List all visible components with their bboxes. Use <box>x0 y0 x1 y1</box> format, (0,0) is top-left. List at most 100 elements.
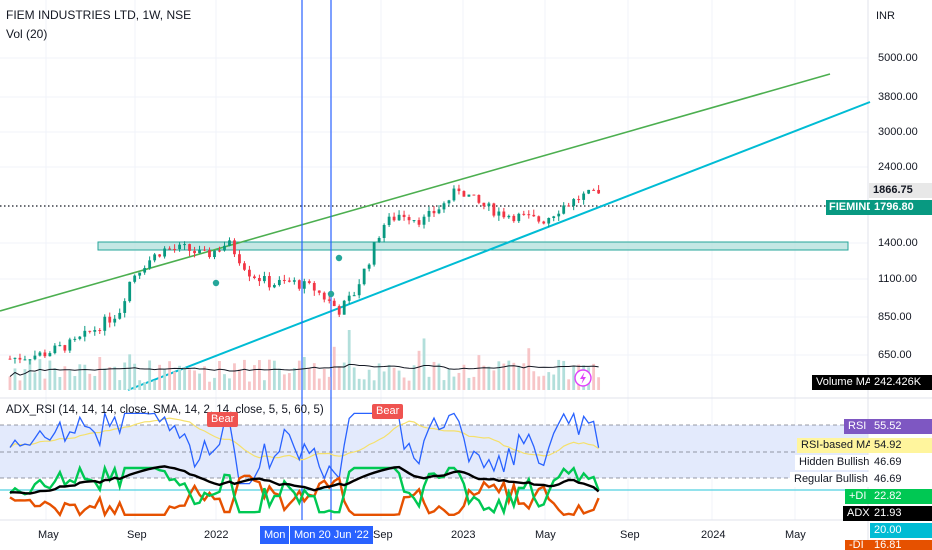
volume-bar <box>547 372 551 390</box>
signal-dot <box>212 279 220 287</box>
hidden-bullish-label: Hidden Bullish <box>795 455 870 470</box>
candle <box>582 191 586 205</box>
candle <box>123 298 127 318</box>
volume-bar <box>267 359 271 390</box>
volume-bar <box>462 364 466 390</box>
volume-bar <box>138 380 142 390</box>
candle <box>267 272 271 291</box>
volume-bar <box>422 338 426 390</box>
volume-bar <box>402 377 406 390</box>
candle <box>113 314 117 327</box>
candle <box>262 271 266 284</box>
price-tick: 1100.00 <box>878 273 917 285</box>
candle <box>442 201 446 213</box>
upper-trendline[interactable] <box>0 73 831 312</box>
level-20-value: 20.00 <box>870 523 932 538</box>
plus-di-value: 22.82 <box>870 489 932 504</box>
volume-bar <box>238 369 241 390</box>
candle <box>93 326 97 336</box>
volume-indicator-label[interactable]: Vol (20) <box>6 27 48 41</box>
volume-bar <box>143 382 147 390</box>
lower-trendline[interactable] <box>127 101 871 391</box>
regular-bullish-label: Regular Bullish <box>790 472 870 487</box>
symbol-name-tag[interactable]: FIEMIND <box>826 200 874 215</box>
candle <box>128 281 132 303</box>
volume-bar <box>88 373 92 390</box>
volume-bar <box>497 361 501 390</box>
volume-bar <box>228 378 231 390</box>
candle <box>58 341 62 347</box>
candle <box>138 272 142 280</box>
volume-bar <box>437 363 441 390</box>
candle <box>193 246 196 258</box>
volume-bar <box>248 381 251 390</box>
volume-bar <box>527 348 531 390</box>
volume-bar <box>262 380 266 390</box>
volume-bar <box>28 359 32 390</box>
candle <box>432 206 436 218</box>
volume-bar <box>93 375 97 390</box>
candle <box>512 214 516 223</box>
candle <box>332 298 336 307</box>
support-zone[interactable] <box>97 241 849 251</box>
lightning-icon[interactable] <box>574 369 592 387</box>
candle <box>587 189 591 195</box>
adx-value: 21.93 <box>870 506 932 521</box>
volume-ma-value: 242.426K <box>870 375 932 390</box>
candles <box>8 184 601 365</box>
candle <box>83 325 87 342</box>
time-highlight-2[interactable]: Mon 20 Jun '22 <box>290 526 373 544</box>
volume-bar <box>158 364 162 390</box>
volume-bar <box>73 376 77 390</box>
candle <box>437 205 441 215</box>
candle <box>302 278 306 294</box>
volume-bar <box>502 363 506 390</box>
candle <box>33 350 37 361</box>
currency-label[interactable]: INR <box>876 10 895 22</box>
candle <box>537 215 541 224</box>
volume-bar <box>223 374 226 390</box>
plus-di-label: +DI <box>845 489 870 504</box>
adx-rsi-indicator-label[interactable]: ADX_RSI (14, 14, 14, close, SMA, 14, 2, … <box>6 404 324 416</box>
volume-bar <box>13 368 17 390</box>
volume-bar <box>208 381 211 390</box>
volume-bar <box>168 361 172 390</box>
candle <box>412 220 416 223</box>
rsi-ma-value: 54.92 <box>870 438 932 453</box>
candle <box>397 210 401 221</box>
volume-bar <box>482 365 486 390</box>
volume-bar <box>342 362 346 390</box>
minus-di-value: 16.81 <box>870 540 932 550</box>
candle <box>243 261 246 271</box>
time-tick: Sep <box>127 529 147 541</box>
candle <box>158 254 162 258</box>
volume-bar <box>153 380 157 390</box>
volume-bar <box>307 368 311 390</box>
volume-bar <box>417 350 421 390</box>
volume-bar <box>372 380 376 390</box>
price-tick: 850.00 <box>878 311 912 323</box>
candle <box>272 283 276 289</box>
candle <box>108 312 112 328</box>
candle <box>208 247 211 259</box>
candle <box>562 202 566 215</box>
rsi-ma-line <box>9 417 599 461</box>
candle <box>248 265 251 282</box>
bear-label: Bear <box>372 404 404 419</box>
candle <box>407 214 411 225</box>
volume-bar <box>562 360 566 390</box>
candle <box>287 277 291 283</box>
candle <box>387 213 391 227</box>
candle <box>282 274 286 284</box>
time-tick: 2024 <box>701 529 726 541</box>
candle <box>238 250 241 266</box>
volume-bar <box>292 367 296 390</box>
time-highlight-1[interactable]: Mon <box>260 526 290 544</box>
candle <box>547 217 551 228</box>
signal-dot <box>335 254 343 262</box>
volume-bar <box>43 378 47 390</box>
volume-bar <box>352 367 356 390</box>
volume-bar <box>53 368 57 390</box>
volume-bar <box>322 368 326 390</box>
